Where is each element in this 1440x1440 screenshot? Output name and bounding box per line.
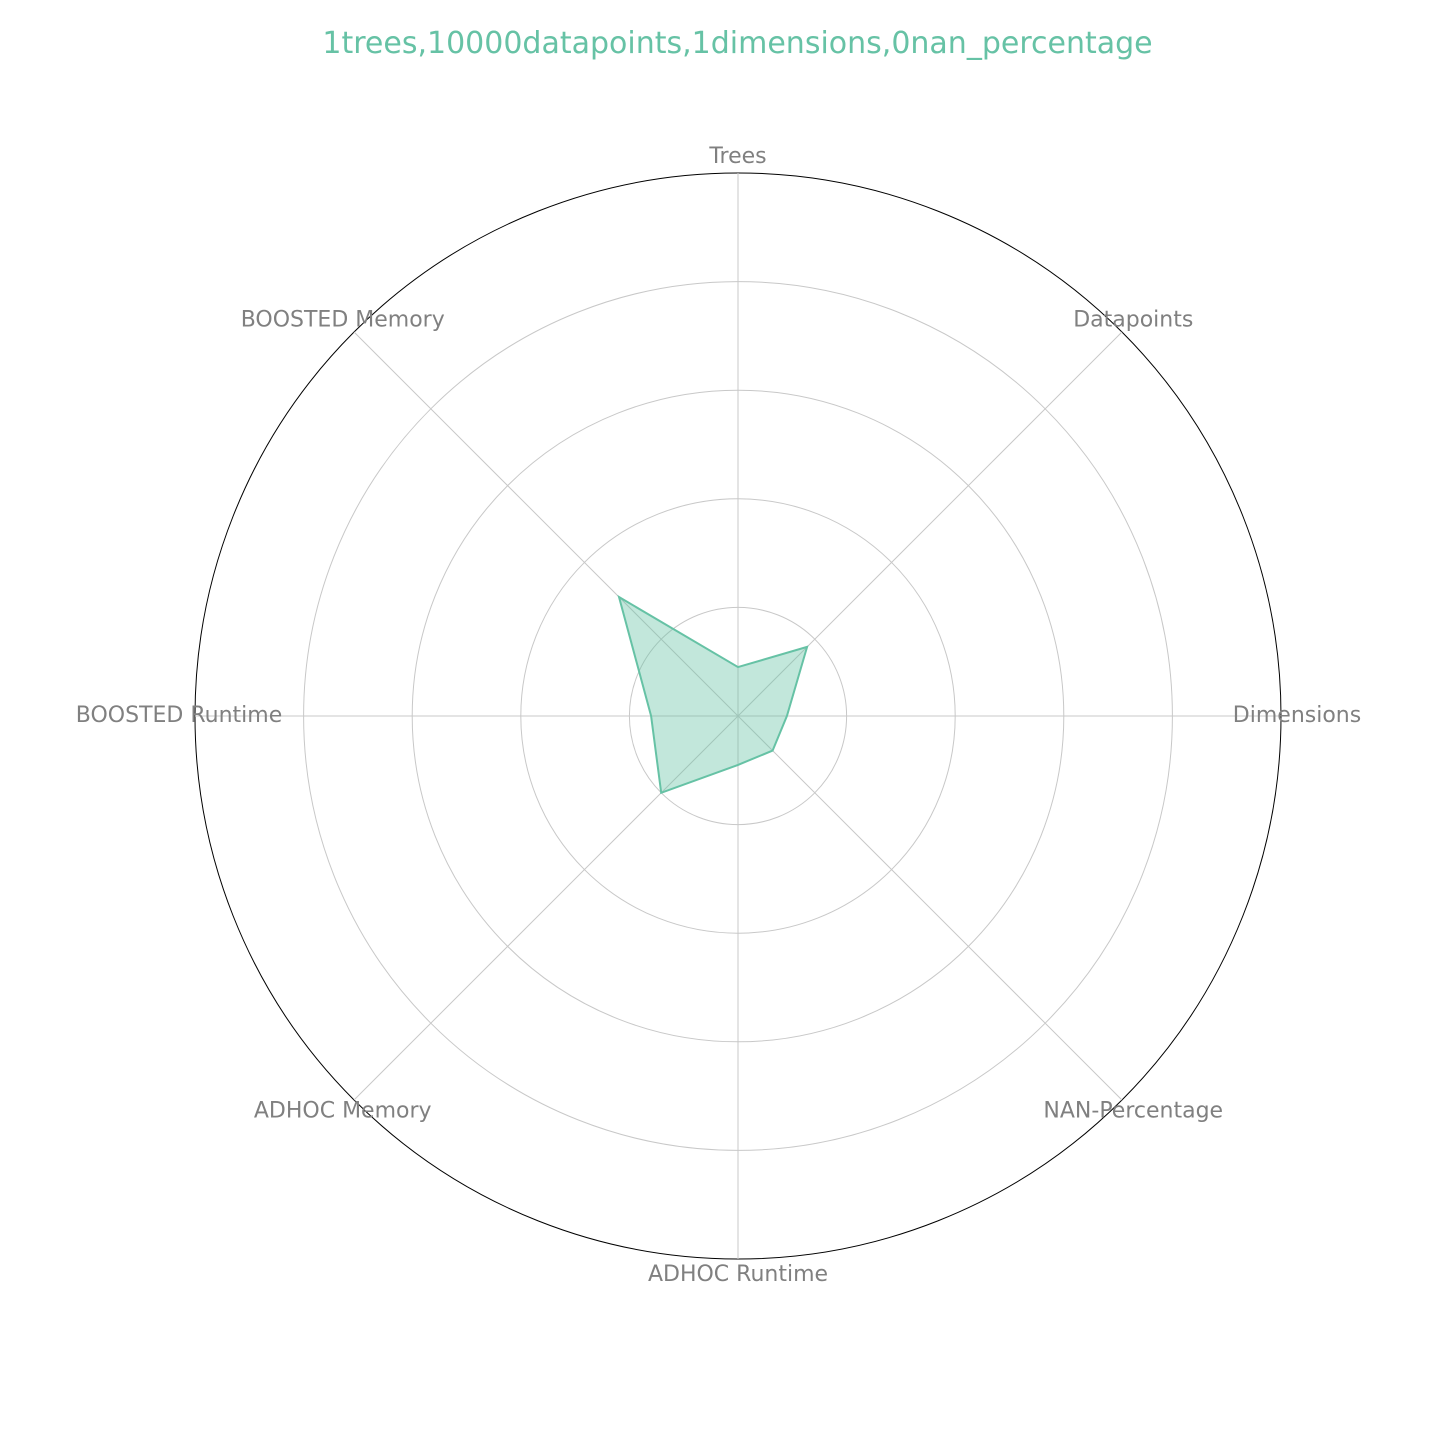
spoke-line xyxy=(737,715,1123,1101)
axis-label-trees: Trees xyxy=(708,144,766,169)
axis-label-boosted-runtime: BOOSTED Runtime xyxy=(76,703,282,728)
chart-title: 1trees,10000datapoints,1dimensions,0nan_… xyxy=(322,26,1153,61)
spoke-line xyxy=(737,331,1123,717)
axis-label-dimensions: Dimensions xyxy=(1233,703,1361,728)
series-area xyxy=(617,594,809,795)
spoke-line xyxy=(353,715,739,1101)
axis-label-datapoints: Datapoints xyxy=(1073,308,1193,333)
axis-label-adhoc-runtime: ADHOC Runtime xyxy=(648,1262,828,1287)
radar-axis-labels: Trees Datapoints Dimensions NAN-Percentage A… xyxy=(76,144,1361,1287)
axis-label-nan-percentage: NAN-Percentage xyxy=(1043,1098,1223,1123)
axis-label-adhoc-memory: ADHOC Memory xyxy=(254,1098,432,1123)
spoke-line xyxy=(353,331,739,717)
radar-spokes xyxy=(195,173,1281,1259)
axis-label-boosted-memory: BOOSTED Memory xyxy=(241,308,445,333)
radar-series xyxy=(617,594,809,795)
